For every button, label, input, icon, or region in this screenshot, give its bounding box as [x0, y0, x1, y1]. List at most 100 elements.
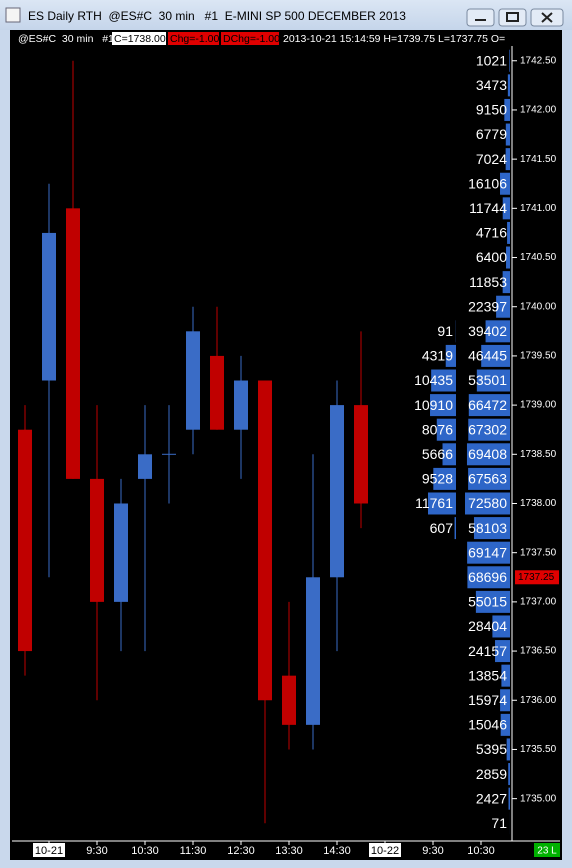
volume-label: 15974: [468, 692, 507, 708]
volume-label: 4716: [476, 225, 507, 241]
volume-label: 607: [430, 520, 454, 536]
candle-body: [282, 675, 296, 725]
candle-body: [186, 331, 200, 430]
y-tick-label: 1735.00: [520, 793, 557, 804]
volume-bar: [481, 344, 510, 367]
candle-body: [258, 380, 272, 701]
volume-label: 71: [491, 815, 507, 831]
volume-bar: [468, 394, 510, 417]
volume-bar: [505, 148, 510, 171]
volume-bar: [500, 689, 510, 712]
date-box: [33, 843, 65, 857]
volume-label: 9528: [422, 471, 453, 487]
volume-label: 11744: [469, 200, 507, 216]
volume-label: 66472: [468, 397, 507, 413]
x-tick-label: 9:30: [422, 845, 443, 857]
maximize-button[interactable]: [498, 8, 527, 27]
candle-body: [18, 429, 32, 652]
x-tick-label: 10-22: [371, 845, 399, 857]
volume-bar: [467, 566, 510, 589]
info-symbol: @ES#C 30 min #1: [18, 33, 114, 45]
volume-label: 46445: [468, 348, 507, 364]
x-tick-label: 14:30: [323, 845, 351, 857]
y-tick-label: 1741.00: [520, 203, 557, 214]
volume-label: 55015: [468, 594, 507, 610]
x-tick-label: 12:30: [227, 845, 255, 857]
volume-label: 24157: [468, 643, 507, 659]
volume-label: 69408: [468, 446, 507, 462]
last-price-box: [515, 570, 559, 585]
volume-bar: [465, 492, 510, 515]
volume-label: 16106: [468, 175, 507, 191]
volume-label: 67563: [468, 471, 507, 487]
candle-body: [42, 232, 56, 381]
volume-bar: [466, 443, 510, 466]
info-stamp: 2013-10-21 15:14:59 H=1739.75 L=1737.75 …: [283, 33, 505, 45]
plot: @ES#C 30 min #1 C=1738.00 Chg=-1.00 DChg=-1…: [18, 32, 560, 857]
info-close: C=1738.00: [114, 33, 166, 45]
volume-bar: [468, 467, 510, 490]
x-tick-label: 10:30: [467, 845, 495, 857]
volume-label: 1021: [476, 52, 507, 68]
volume-bar: [506, 738, 510, 761]
date-box: [369, 843, 401, 857]
volume-bar: [507, 74, 510, 97]
volume-bar: [502, 271, 510, 294]
volume-bar: [467, 541, 510, 564]
x-tick-label: 9:30: [86, 845, 107, 857]
volume-label: 69147: [468, 544, 507, 560]
volume-bar: [454, 517, 456, 540]
y-tick-label: 1741.50: [520, 154, 557, 165]
y-tick-label: 1737.50: [520, 547, 557, 558]
volume-label: 13854: [468, 667, 507, 683]
volume-label: 2427: [476, 790, 507, 806]
volume-bar: [436, 418, 456, 441]
volume-label: 28404: [468, 618, 507, 634]
volume-label: 4319: [422, 348, 453, 364]
y-tick-label: 1736.50: [520, 646, 557, 657]
volume-label: 8076: [422, 421, 453, 437]
candle-body: [90, 478, 104, 602]
y-tick-label: 1740.50: [520, 252, 557, 263]
candle-body: [330, 405, 344, 578]
volume-bar: [442, 443, 456, 466]
volume-bar: [502, 197, 510, 220]
info-day-change: DChg=-1.00: [223, 33, 280, 45]
y-tick-label: 1737.00: [520, 597, 557, 608]
volume-label: 7024: [476, 151, 507, 167]
volume-bar: [485, 320, 510, 343]
y-tick-label: 1739.50: [520, 351, 557, 362]
volume-bar: [508, 787, 510, 810]
volume-label: 2859: [476, 766, 507, 782]
candle-body: [234, 380, 248, 430]
x-tick-label: 11:30: [180, 845, 207, 857]
minimize-button[interactable]: [466, 8, 495, 27]
volume-bar: [431, 369, 456, 392]
volume-bar: [505, 123, 510, 146]
volume-bar: [500, 713, 510, 736]
candle-body: [306, 577, 320, 725]
candle-body: [162, 453, 176, 455]
volume-label: 6400: [476, 249, 507, 265]
app-icon: [5, 7, 21, 23]
y-tick-label: 1736.00: [520, 695, 557, 706]
status-label: 23 L: [537, 846, 557, 857]
volume-label: 10910: [414, 397, 453, 413]
y-tick-label: 1739.00: [520, 400, 557, 411]
info-box: [168, 32, 219, 45]
y-tick-label: 1738.00: [520, 498, 557, 509]
volume-label: 91: [437, 323, 453, 339]
x-tick-label: 13:30: [275, 845, 303, 857]
volume-label: 11761: [415, 495, 453, 511]
candle-body: [66, 208, 80, 479]
volume-bar: [492, 615, 510, 638]
volume-label: 39402: [468, 323, 507, 339]
status-box: [534, 843, 560, 857]
y-tick-label: 1742.50: [520, 55, 557, 66]
volume-bar: [495, 640, 510, 663]
candle-body: [210, 355, 224, 430]
candle-body: [138, 454, 152, 479]
volume-label: 68696: [468, 569, 507, 585]
volume-bar: [504, 98, 510, 121]
volume-bar: [509, 49, 510, 72]
